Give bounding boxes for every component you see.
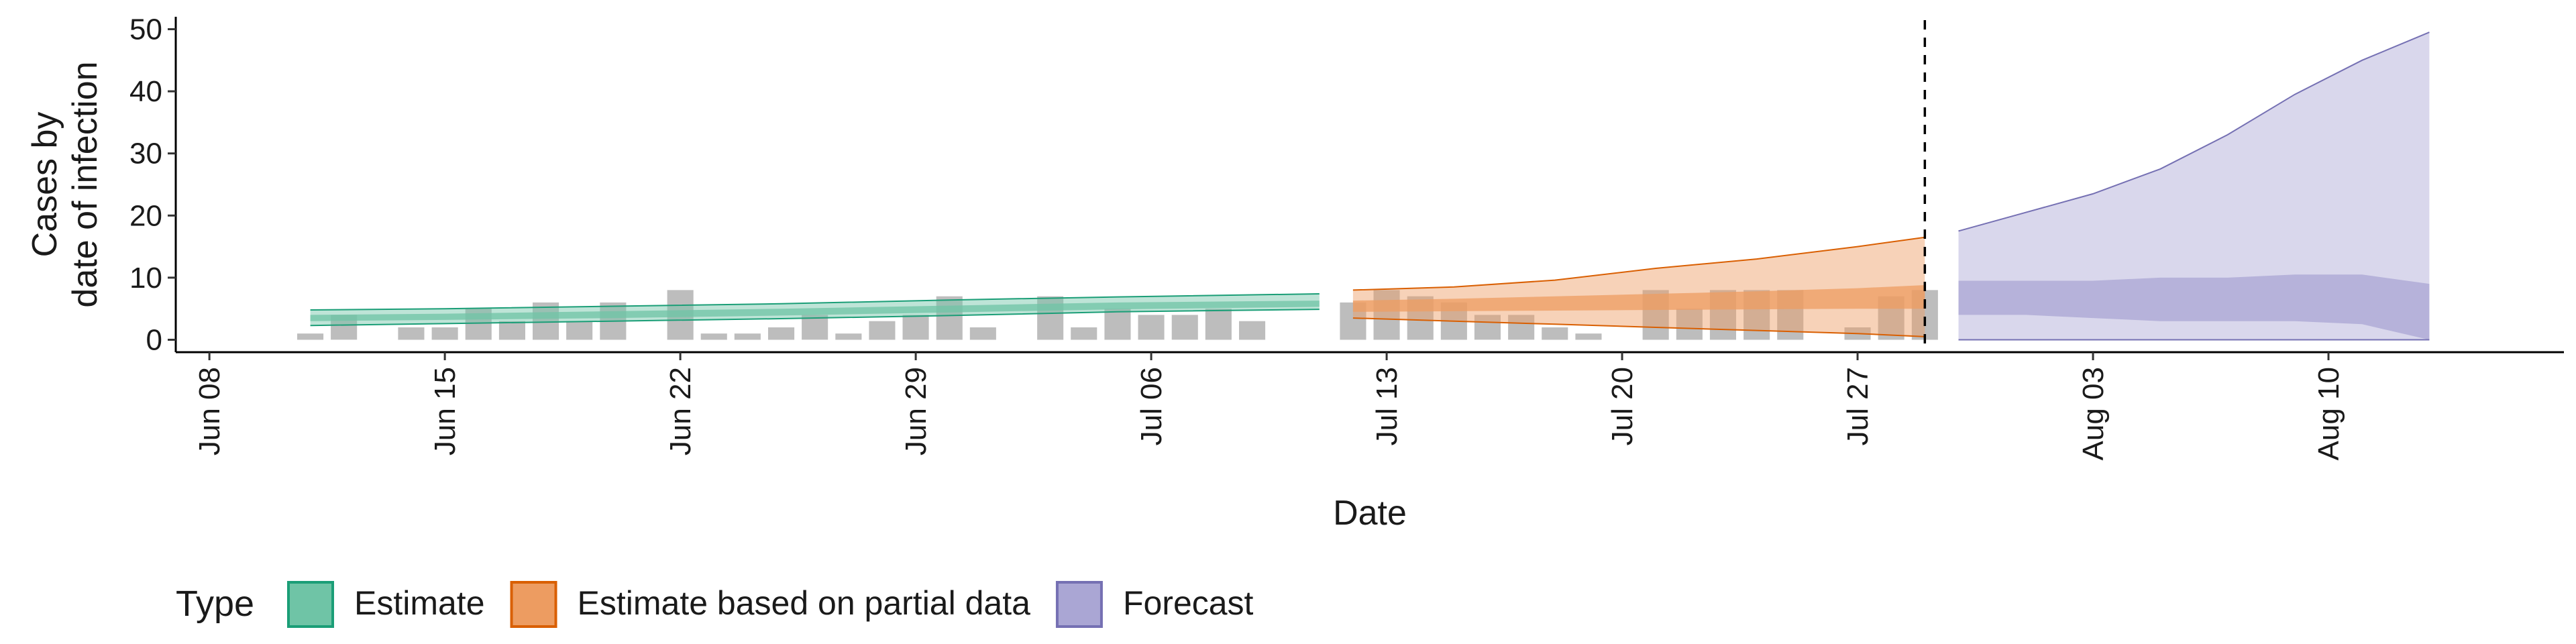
x-tick-label-2020-07-20: Jul 20 <box>1606 367 1639 445</box>
bar-2020-06-30 <box>936 296 963 340</box>
bar-2020-07-09 <box>1239 321 1266 340</box>
bar-2020-06-17 <box>498 321 525 340</box>
x-tick-label-2020-06-15: Jun 15 <box>429 367 462 455</box>
plot-area <box>297 20 2430 352</box>
x-axis-title: Date <box>1333 494 1407 533</box>
x-tick-label-2020-06-29: Jun 29 <box>900 367 932 455</box>
x-tick-label-2020-08-10: Aug 10 <box>2312 367 2345 460</box>
legend-key-2 <box>1055 581 1103 628</box>
y-axis-title-line-2: date of infection <box>66 61 105 307</box>
legend-label-1: Estimate based on partial data <box>578 584 1031 622</box>
bar-2020-07-22 <box>1676 309 1703 340</box>
bar-2020-07-17 <box>1508 315 1535 340</box>
legend-label-0: Estimate <box>354 584 485 622</box>
series-2-outer-band <box>1958 32 2430 340</box>
y-tick-label-10: 10 <box>129 262 162 294</box>
bar-2020-06-26 <box>802 315 828 340</box>
bar-2020-07-16 <box>1474 315 1501 340</box>
legend-label-2: Forecast <box>1123 584 1254 622</box>
bar-2020-07-06 <box>1138 315 1165 340</box>
bar-2020-07-13 <box>1373 290 1400 340</box>
series-1-inner-band <box>1352 285 1925 312</box>
bar-2020-06-19 <box>566 321 593 340</box>
bar-2020-07-04 <box>1071 327 1097 340</box>
x-tick-label-2020-07-27: Jul 27 <box>1841 367 1874 445</box>
series-1-outer-upper-line <box>1352 236 1925 291</box>
bar-2020-06-27 <box>835 333 862 340</box>
bar-2020-06-23 <box>700 333 727 340</box>
bar-2020-06-28 <box>869 321 896 340</box>
bar-2020-07-07 <box>1171 315 1198 340</box>
legend-key-0 <box>287 581 334 628</box>
bar-2020-06-15 <box>431 327 458 340</box>
bar-2020-07-19 <box>1575 333 1602 340</box>
y-tick-label-20: 20 <box>129 199 162 232</box>
x-tick-label-2020-07-13: Jul 13 <box>1371 367 1403 445</box>
series-1-outer-band <box>1352 237 1925 337</box>
y-tick-label-40: 40 <box>129 75 162 108</box>
bar-2020-06-25 <box>768 327 795 340</box>
series-0-outer-lower-line <box>310 309 1320 327</box>
legend-title: Type <box>176 584 254 624</box>
bar-2020-07-05 <box>1104 309 1131 340</box>
legend-key-1 <box>510 581 557 628</box>
y-tick-label-0: 0 <box>146 323 162 356</box>
bar-2020-06-24 <box>734 333 761 340</box>
bar-2020-06-11 <box>297 333 324 340</box>
axes: 0 10 20 30 40 50 Jun 08 Jun 15 Jun 22 Jun 29 Jul 0… <box>25 13 2564 533</box>
series-0-outer-upper-line <box>310 293 1320 311</box>
y-axis-title: Cases bydate of infection <box>25 61 105 307</box>
series-2-inner-band <box>1958 274 2430 340</box>
series-0-inner-band <box>310 301 1320 321</box>
y-tick-label-50: 50 <box>129 13 162 46</box>
bar-2020-06-29 <box>902 315 929 340</box>
bar-2020-06-14 <box>398 327 425 340</box>
bar-2020-07-18 <box>1542 327 1568 340</box>
y-tick-label-30: 30 <box>129 138 162 170</box>
bar-2020-07-08 <box>1205 309 1232 340</box>
x-tick-label-2020-08-03: Aug 03 <box>2077 367 2110 460</box>
x-tick-label-2020-06-08: Jun 08 <box>193 367 226 455</box>
x-tick-label-2020-07-06: Jul 06 <box>1135 367 1168 445</box>
x-tick-label-2020-06-22: Jun 22 <box>664 367 697 455</box>
series-2-outer-upper-line <box>1958 32 2430 232</box>
series-1-outer-lower-line <box>1352 317 1925 337</box>
bar-2020-06-18 <box>533 302 559 340</box>
legend: Type Estimate Estimate based on partial da… <box>176 581 1254 628</box>
bar-2020-07-03 <box>1037 296 1064 340</box>
bar-2020-07-01 <box>969 327 996 340</box>
y-axis-title-line-1: Cases by <box>25 112 64 258</box>
